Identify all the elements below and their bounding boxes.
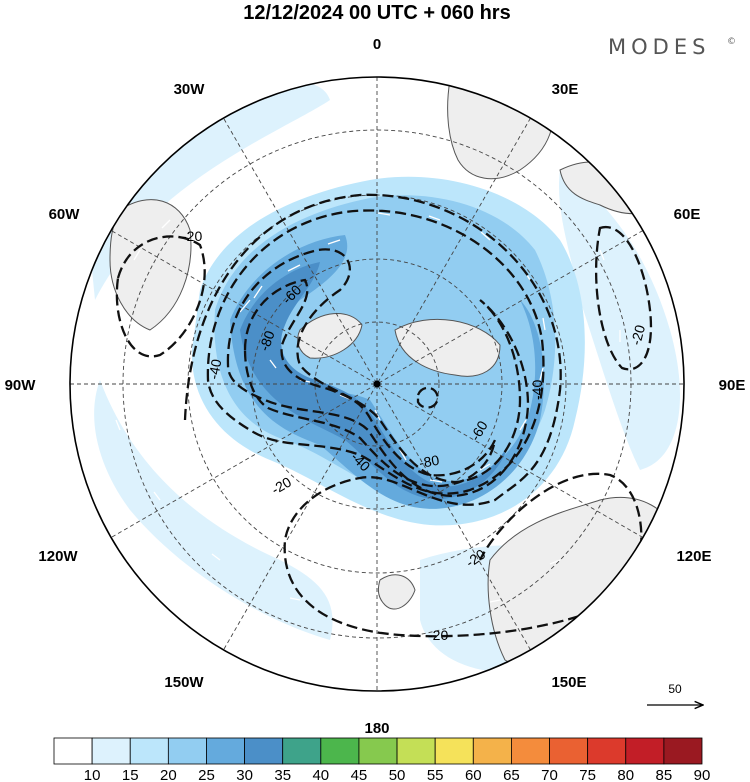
longitude-label-120e: 120E <box>676 548 711 565</box>
colorbar-ticks: 10 15 20 25 30 35 40 45 50 55 60 65 70 75 80 85 90 <box>84 767 711 782</box>
contour-label: -80 <box>418 452 441 471</box>
colorbar-swatch <box>549 737 589 765</box>
colorbar-swatch <box>434 737 474 765</box>
colorbar-tick-label: 70 <box>541 767 558 782</box>
longitude-label-90e: 90E <box>719 377 746 394</box>
contour-minus80 <box>243 278 497 488</box>
colorbar-swatch <box>358 737 398 765</box>
colorbar-swatch <box>625 737 665 765</box>
colorbar-swatch <box>587 737 627 765</box>
map-title: 12/12/2024 00 UTC + 060 hrs <box>243 2 510 24</box>
contour-inner-minus80 <box>416 386 440 409</box>
colorbar-tick-label: 20 <box>160 767 177 782</box>
contour-minus40 <box>206 209 545 495</box>
colorbar-swatch <box>167 737 207 765</box>
colorbar-swatch <box>206 737 245 765</box>
colorbar <box>53 737 703 765</box>
reference-vector-label: 50 <box>668 682 682 696</box>
meridian-30e-150w <box>223 117 531 651</box>
longitude-label-180: 180 <box>364 720 389 737</box>
contour-label: -20 <box>627 323 648 347</box>
colorbar-swatch <box>91 737 131 765</box>
contour-minus60 <box>226 248 530 498</box>
colorbar-swatch <box>282 737 322 765</box>
colorbar-tick-label: 75 <box>579 767 596 782</box>
contour-label: -40 <box>529 380 545 400</box>
meridian-120e-60w <box>110 230 644 538</box>
colorbar-tick-label: 15 <box>122 767 139 782</box>
colorbar-tick-label: 50 <box>389 767 406 782</box>
longitude-labels: 0 30E 60E 90E 120E 150E 180 150W 120W 90… <box>5 36 746 737</box>
longitude-label-150e: 150E <box>551 674 586 691</box>
landmass-canadian-arctic <box>297 313 363 359</box>
longitude-label-60e: 60E <box>674 206 701 223</box>
colorbar-tick-label: 80 <box>617 767 634 782</box>
colorbar-tick-label: 25 <box>198 767 215 782</box>
colorbar-tick-label: 55 <box>427 767 444 782</box>
colorbar-tick-label: 45 <box>351 767 368 782</box>
landmass-aleutians <box>377 574 416 610</box>
contour-greenland-minus20 <box>115 235 206 358</box>
brand-logo: MODES <box>608 35 710 59</box>
longitude-label-30w: 30W <box>174 81 206 98</box>
vector-field-outer <box>115 149 621 603</box>
meridian-150e-30w <box>223 117 531 651</box>
meridian-60e-120w <box>110 230 644 538</box>
contour-east-minus20 <box>595 225 653 371</box>
longitude-label-90w: 90W <box>5 377 37 394</box>
longitude-label-60w: 60W <box>49 206 81 223</box>
map-border <box>69 76 685 692</box>
colorbar-swatch <box>320 737 360 765</box>
contours <box>115 193 653 638</box>
contour-label: -80 <box>256 328 278 353</box>
colorbar-swatch <box>53 737 93 765</box>
colorbar-tick-label: 35 <box>274 767 291 782</box>
colorbar-tick-label: 65 <box>503 767 520 782</box>
reference-vector: 50 <box>647 682 703 705</box>
colorbar-swatch <box>396 737 436 765</box>
longitude-label-150w: 150W <box>164 674 204 691</box>
colorbar-swatch <box>511 737 550 765</box>
longitude-label-120w: 120W <box>38 548 78 565</box>
longitude-label-30e: 30E <box>552 81 579 98</box>
colorbar-swatch <box>663 737 703 765</box>
brand-copyright-mark: © <box>727 37 736 47</box>
contour-label: -40 <box>205 358 224 381</box>
contour-label: -20 <box>182 228 202 244</box>
latitude-circle-80 <box>314 321 440 447</box>
colorbar-swatch <box>472 737 512 765</box>
colorbar-tick-label: 10 <box>84 767 101 782</box>
landmass-greenland <box>109 199 192 331</box>
contour-label: -20 <box>428 627 448 643</box>
colorbar-tick-label: 40 <box>312 767 329 782</box>
longitude-label-0: 0 <box>373 36 381 53</box>
colorbar-tick-label: 30 <box>236 767 253 782</box>
colorbar-tick-label: 85 <box>656 767 673 782</box>
north-pole-marker <box>373 380 381 388</box>
colorbar-tick-label: 60 <box>465 767 482 782</box>
colorbar-tick-label: 90 <box>694 767 711 782</box>
landmass-siberia <box>394 318 501 377</box>
colorbar-swatch <box>244 737 284 765</box>
colorbar-swatch <box>129 737 169 765</box>
